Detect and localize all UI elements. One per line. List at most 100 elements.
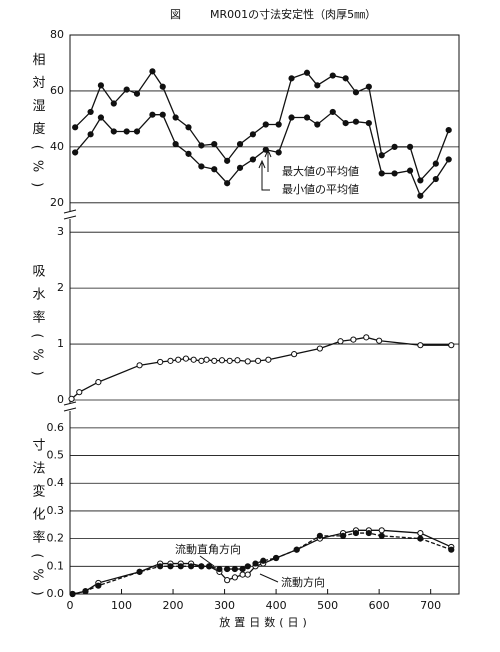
data-point xyxy=(244,571,251,578)
data-point xyxy=(260,557,267,564)
data-point xyxy=(342,120,349,127)
data-point xyxy=(69,590,76,598)
data-point xyxy=(182,355,190,362)
annotation: 最小値の平均値 xyxy=(282,183,359,196)
data-point xyxy=(68,395,75,402)
data-point xyxy=(363,334,370,341)
y-tick-label: 0.4 xyxy=(47,476,65,489)
data-point xyxy=(445,156,452,163)
x-tick-label: 500 xyxy=(317,599,338,612)
data-point xyxy=(252,560,259,567)
y-tick-label: 60 xyxy=(50,84,64,97)
y-tick-label: 3 xyxy=(57,225,64,238)
data-point xyxy=(352,118,360,125)
data-point xyxy=(316,345,323,352)
y-tick-label: 1 xyxy=(57,337,64,350)
data-point xyxy=(198,563,205,570)
x-tick-label: 300 xyxy=(214,599,235,612)
data-point xyxy=(417,529,424,537)
data-point xyxy=(190,356,197,363)
data-point xyxy=(291,351,298,358)
data-point xyxy=(172,140,179,148)
annotation-arrow xyxy=(258,159,270,191)
data-point xyxy=(365,83,372,90)
data-point xyxy=(365,120,372,127)
chart-title: MR001の寸法安定性（肉厚5㎜） xyxy=(210,7,376,21)
y-tick-label: 40 xyxy=(50,140,64,153)
annotation-arrow xyxy=(199,555,215,567)
y-axis-label: 相対湿度(%) xyxy=(30,53,46,198)
data-point xyxy=(339,532,347,539)
data-point xyxy=(198,142,205,149)
data-point xyxy=(329,108,336,116)
annotation: 最大値の平均値 xyxy=(282,164,359,178)
data-point xyxy=(432,175,439,183)
data-point xyxy=(206,563,213,570)
data-point xyxy=(303,69,311,76)
data-line xyxy=(71,336,452,400)
data-point xyxy=(95,582,102,589)
data-point xyxy=(275,149,282,156)
data-point xyxy=(82,588,89,595)
data-point xyxy=(224,180,231,187)
data-point xyxy=(211,357,218,364)
data-point xyxy=(352,529,360,537)
data-point xyxy=(406,167,414,174)
y-tick-label: 80 xyxy=(50,28,64,41)
data-point xyxy=(157,563,164,570)
data-point xyxy=(350,336,357,343)
y-tick-label: 0.1 xyxy=(47,559,65,572)
data-point xyxy=(239,571,246,578)
y-tick-label: 0.2 xyxy=(47,532,65,545)
data-point xyxy=(314,82,321,89)
data-point xyxy=(211,166,218,173)
data-point xyxy=(342,75,349,82)
data-point xyxy=(167,357,174,364)
data-point xyxy=(378,170,385,177)
y-tick-label: 0.6 xyxy=(47,421,65,434)
data-point xyxy=(224,565,231,573)
y-axis-label: 吸水率(%) xyxy=(30,264,46,386)
data-point xyxy=(448,342,455,349)
data-point xyxy=(234,357,241,364)
data-point xyxy=(249,156,257,163)
figure-label: 図 xyxy=(170,8,181,21)
annotation: 流動方向 xyxy=(281,575,325,589)
data-point xyxy=(244,563,251,570)
data-point xyxy=(167,563,174,570)
data-point xyxy=(314,121,321,128)
x-axis-label: 放置日数(日) xyxy=(219,615,311,629)
annotation: 流動直角方向 xyxy=(175,542,241,556)
data-point xyxy=(254,357,262,364)
data-point xyxy=(288,75,295,82)
data-point xyxy=(149,68,156,75)
data-point xyxy=(185,150,192,157)
data-point xyxy=(262,146,269,153)
data-point xyxy=(417,342,424,349)
data-point xyxy=(275,121,282,128)
data-point xyxy=(417,535,424,542)
y-tick-label: 20 xyxy=(50,196,64,209)
data-point xyxy=(218,357,226,364)
annotation-arrow xyxy=(264,148,272,172)
data-point xyxy=(417,192,424,199)
data-point xyxy=(175,356,182,363)
data-point xyxy=(244,358,251,365)
data-point xyxy=(224,577,231,584)
axis-break xyxy=(64,212,76,219)
data-point xyxy=(249,131,257,138)
x-tick-label: 400 xyxy=(266,599,287,612)
data-point xyxy=(236,140,244,148)
data-point xyxy=(329,72,336,79)
data-point xyxy=(87,131,94,138)
data-point xyxy=(262,121,269,128)
data-point xyxy=(448,546,455,553)
data-point xyxy=(187,563,195,570)
data-point xyxy=(231,574,238,581)
data-point xyxy=(123,128,130,135)
data-point xyxy=(224,157,231,164)
data-point xyxy=(159,83,166,90)
data-point xyxy=(376,337,383,344)
data-point xyxy=(95,379,102,386)
